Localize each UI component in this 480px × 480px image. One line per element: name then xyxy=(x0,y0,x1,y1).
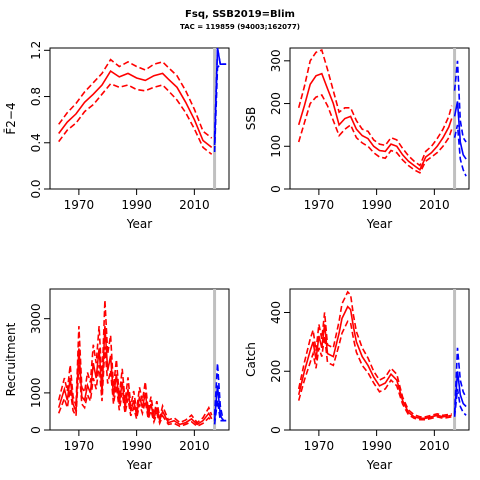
forecast-median-line xyxy=(213,47,227,146)
x-tick-label: 1970 xyxy=(64,198,95,212)
y-axis-label: Catch xyxy=(244,342,258,377)
y-tick-label: 300 xyxy=(269,49,283,72)
x-tick-label: 1990 xyxy=(121,439,152,453)
x-tick-label: 2010 xyxy=(179,198,210,212)
y-tick-label: 0 xyxy=(269,426,283,434)
x-axis-label: Year xyxy=(366,217,392,231)
forecast-median-line xyxy=(453,101,467,160)
x-tick-label: 1990 xyxy=(121,198,152,212)
history-lower-bound-line xyxy=(297,94,453,174)
panel-ssb: 1970 1990 2010 0 100 200 300 Year SSB xyxy=(244,47,470,231)
chart-subtitle: TAC = 119859 (94003;162077) xyxy=(180,23,300,31)
plot-frame xyxy=(49,288,230,431)
plot-frame xyxy=(49,47,230,190)
panel-f: 1970 1990 2010 0.0 0.4 0.8 1.2 Year F̄2−4 xyxy=(4,41,230,231)
history-lower-bound-line xyxy=(58,82,213,155)
y-tick-label: 200 xyxy=(269,360,283,383)
y-tick-label: 3000 xyxy=(29,303,43,334)
y-tick-label: 200 xyxy=(269,92,283,115)
y-tick-label: 100 xyxy=(269,135,283,158)
x-axis-label: Year xyxy=(126,458,152,472)
y-tick-label: 400 xyxy=(269,301,283,324)
y-axis-label: SSB xyxy=(244,107,258,130)
forecast-median-line xyxy=(453,371,467,416)
forecast-upper-bound-line xyxy=(453,60,467,143)
forecast-upper-bound-line xyxy=(453,347,467,414)
y-tick-label: 0 xyxy=(269,185,283,193)
history-median-line xyxy=(297,305,452,420)
x-tick-label: 1970 xyxy=(304,198,335,212)
history-upper-bound-line xyxy=(57,300,213,424)
y-tick-label: 0.0 xyxy=(29,179,43,198)
y-axis-label: Recruitment xyxy=(4,322,18,396)
y-tick-label: 1.2 xyxy=(29,41,43,60)
y-tick-label: 0.4 xyxy=(29,133,43,152)
history-upper-bound-line xyxy=(297,49,453,167)
history-lower-bound-line xyxy=(297,320,452,421)
x-tick-label: 2010 xyxy=(179,439,210,453)
x-tick-label: 2010 xyxy=(419,198,450,212)
forecast-lower-bound-line xyxy=(453,124,467,177)
x-tick-label: 1970 xyxy=(304,439,335,453)
x-tick-label: 1990 xyxy=(361,198,392,212)
plot-frame xyxy=(289,288,470,431)
y-tick-label: 0.8 xyxy=(29,87,43,106)
chart-title: Fsq, SSB2019=Blim xyxy=(185,9,295,20)
panel-catch: 1970 1990 2010 0 200 400 Year Catch xyxy=(244,288,470,472)
x-tick-label: 1970 xyxy=(64,439,95,453)
y-tick-label: 0 xyxy=(29,426,43,434)
forecast-lower-bound-line xyxy=(453,388,467,417)
history-lower-bound-line xyxy=(57,346,213,428)
history-upper-bound-line xyxy=(58,58,213,139)
plot-frame xyxy=(289,47,470,190)
history-median-line xyxy=(57,326,213,426)
history-median-line xyxy=(297,72,453,172)
x-tick-label: 2010 xyxy=(419,439,450,453)
forecast-median-line xyxy=(213,385,227,422)
y-tick-label: 1000 xyxy=(29,378,43,409)
history-median-line xyxy=(58,69,213,149)
panel-recruitment: 1970 1990 2010 0 1000 3000 Year Recruitment xyxy=(4,288,230,472)
x-axis-label: Year xyxy=(126,217,152,231)
x-axis-label: Year xyxy=(366,458,392,472)
x-tick-label: 1990 xyxy=(361,439,392,453)
y-axis-label: F̄2−4 xyxy=(4,102,18,134)
